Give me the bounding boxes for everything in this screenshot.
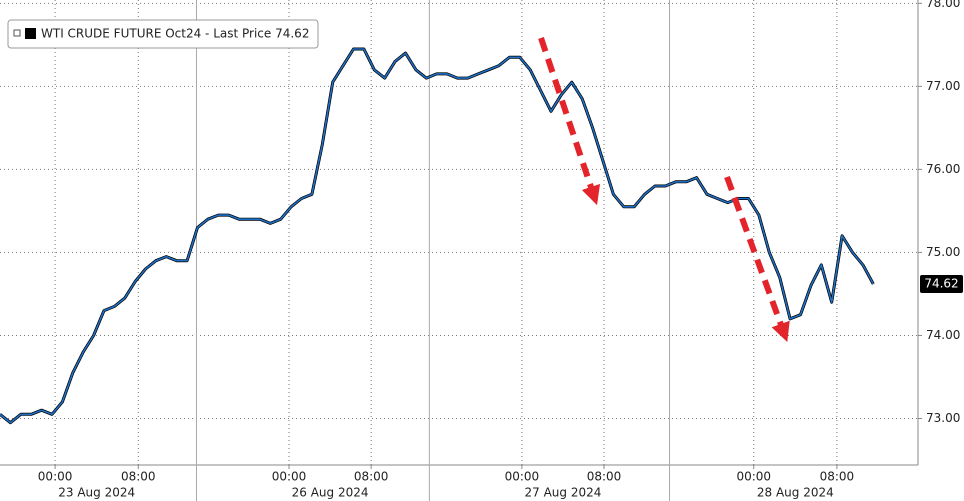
y-tick-label: 77.00 (926, 79, 960, 93)
plot (0, 47, 875, 425)
x-date-label: 23 Aug 2024 (58, 486, 135, 500)
legend-swatch (25, 28, 36, 39)
legend: WTI CRUDE FUTURE Oct24 - Last Price 74.6… (7, 19, 319, 49)
x-tick-label: 00:00 (272, 470, 307, 484)
x-date-label: 26 Aug 2024 (292, 486, 369, 500)
price-line (0, 48, 875, 424)
x-tick-label: 08:00 (587, 470, 622, 484)
price-line-shadow (0, 47, 875, 425)
x-date-label: 28 Aug 2024 (757, 486, 834, 500)
x-date-label: 27 Aug 2024 (525, 486, 602, 500)
legend-label: WTI CRUDE FUTURE Oct24 - Last Price 74.6… (41, 27, 309, 41)
x-tick-label: 08:00 (354, 470, 389, 484)
x-tick-label: 00:00 (736, 470, 771, 484)
y-tick-label: 73.00 (926, 411, 960, 425)
annotation-arrow (538, 37, 601, 206)
legend-toggle (13, 29, 21, 37)
last-price-tag (920, 274, 963, 293)
annotation-arrow (724, 175, 790, 343)
y-tick-label: 78.00 (926, 0, 960, 10)
x-tick-label: 08:00 (820, 470, 855, 484)
y-tick-label: 76.00 (926, 162, 960, 176)
legend-box (7, 19, 319, 49)
y-tick-label: 75.00 (926, 245, 960, 259)
last-price-label: 74.62 (924, 276, 958, 290)
x-tick-label: 00:00 (505, 470, 540, 484)
x-tick-label: 08:00 (121, 470, 156, 484)
y-tick-label: 74.00 (926, 328, 960, 342)
x-tick-label: 00:00 (38, 470, 73, 484)
